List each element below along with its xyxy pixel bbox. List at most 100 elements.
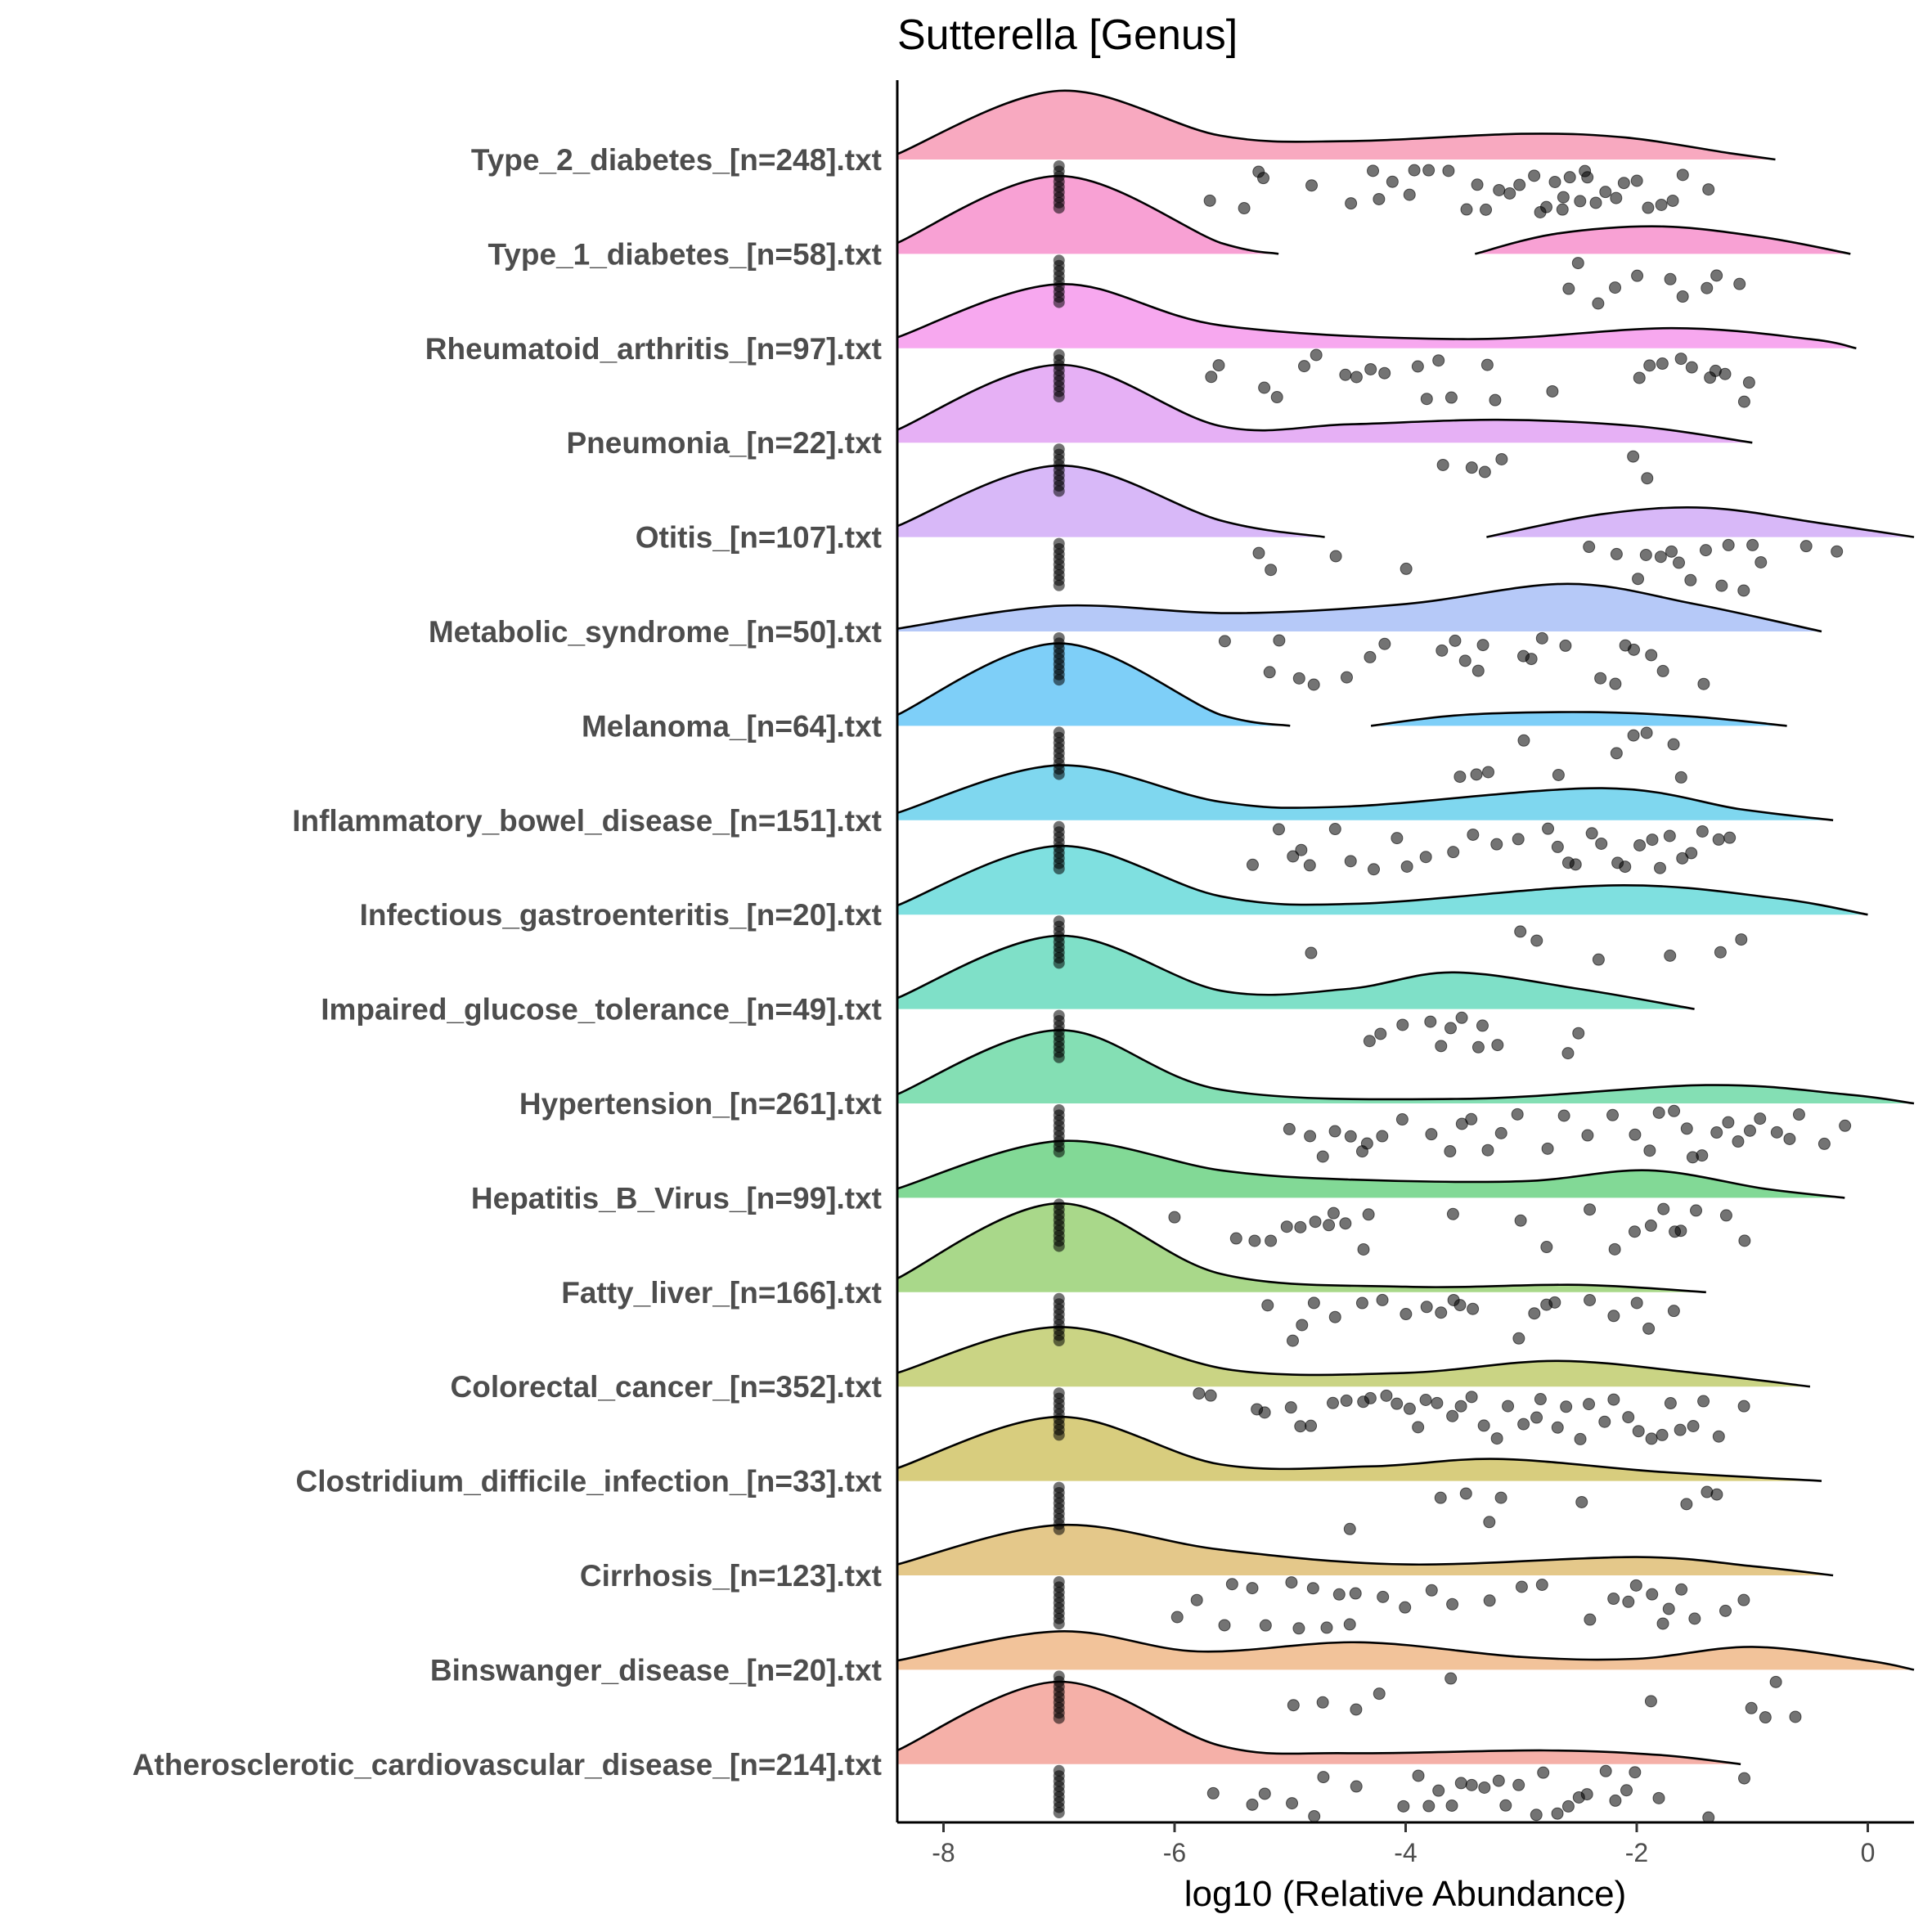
data-point <box>1528 169 1541 182</box>
data-point <box>1732 1135 1745 1148</box>
data-point <box>1477 1419 1490 1432</box>
data-point <box>1305 179 1319 192</box>
category-label: Hepatitis_B_Virus_[n=99].txt <box>471 1181 882 1215</box>
data-point <box>1540 1241 1553 1254</box>
data-point <box>1754 1112 1767 1126</box>
data-point <box>1490 838 1503 851</box>
data-point <box>1517 734 1530 747</box>
data-point <box>1581 1129 1594 1142</box>
data-point <box>1738 1234 1751 1247</box>
x-tick-label: -4 <box>1394 1838 1417 1867</box>
data-point <box>1607 1593 1620 1606</box>
data-point <box>1454 1400 1467 1413</box>
zero-point <box>1053 485 1065 497</box>
data-point <box>1467 828 1480 841</box>
data-point <box>1435 1040 1448 1053</box>
data-point <box>1471 1040 1485 1054</box>
data-point <box>1628 643 1640 656</box>
data-point <box>1662 1602 1675 1615</box>
data-point <box>1445 391 1458 404</box>
data-point <box>1273 634 1286 647</box>
data-point <box>1574 195 1587 208</box>
data-point <box>1560 1400 1573 1413</box>
data-point <box>1350 371 1363 384</box>
data-point <box>1362 1208 1375 1221</box>
data-point <box>1292 672 1305 685</box>
data-point <box>1265 1234 1278 1247</box>
data-point <box>1296 1319 1309 1332</box>
cloud-11 <box>896 1139 1845 1199</box>
data-point <box>1259 1619 1272 1632</box>
data-point <box>1425 1128 1438 1141</box>
data-point <box>1630 174 1643 187</box>
data-point <box>1286 1334 1299 1347</box>
zero-point <box>1053 202 1065 214</box>
data-point <box>1592 297 1605 310</box>
cloud-15 <box>896 1523 1834 1577</box>
data-point <box>1467 1302 1480 1315</box>
data-point <box>1645 649 1658 662</box>
density-area <box>897 643 1291 726</box>
density-area <box>897 1327 1810 1387</box>
data-point <box>1535 631 1548 645</box>
data-point <box>1644 1695 1657 1708</box>
data-point <box>1246 1582 1259 1595</box>
zero-point <box>1053 1240 1065 1252</box>
data-point <box>1345 197 1358 210</box>
data-point <box>1285 1576 1298 1589</box>
data-point <box>1572 1027 1585 1040</box>
density-area <box>897 1030 1914 1103</box>
data-point <box>1742 376 1755 389</box>
data-point <box>1424 1015 1437 1028</box>
data-point <box>1374 1027 1387 1040</box>
zero-point <box>1053 674 1065 686</box>
data-point <box>1304 1130 1317 1143</box>
data-point <box>1350 1703 1363 1716</box>
data-point <box>1646 1588 1659 1601</box>
data-point <box>1400 1308 1413 1321</box>
data-point <box>1656 1428 1669 1441</box>
data-point <box>1419 1393 1432 1406</box>
data-point <box>1673 556 1686 569</box>
data-point <box>1563 171 1576 184</box>
data-point <box>1569 858 1582 871</box>
data-point <box>1380 1389 1393 1402</box>
data-point <box>1491 1039 1504 1052</box>
data-point <box>1495 452 1508 465</box>
data-point <box>1629 1766 1642 1779</box>
data-point <box>1306 1582 1319 1595</box>
data-point <box>1696 1149 1709 1162</box>
data-point <box>1642 201 1655 214</box>
data-point <box>1246 858 1259 871</box>
data-point <box>1412 1769 1425 1782</box>
data-point <box>1308 1809 1321 1822</box>
data-point <box>1283 1122 1296 1135</box>
data-point <box>1364 362 1377 375</box>
data-point <box>1737 1772 1750 1785</box>
data-point <box>1652 1791 1665 1804</box>
data-point <box>1737 1400 1750 1413</box>
data-point <box>1755 555 1768 568</box>
zero-point <box>1053 1712 1065 1724</box>
data-point <box>1514 1214 1527 1227</box>
data-point <box>1632 1425 1645 1438</box>
data-point <box>1455 1011 1468 1024</box>
data-point <box>1548 1296 1561 1309</box>
data-point <box>1218 1619 1231 1632</box>
data-point <box>1629 1579 1642 1592</box>
data-point <box>1548 175 1561 188</box>
density-outline <box>896 642 1291 727</box>
data-point <box>1737 395 1750 408</box>
data-point <box>1511 1108 1524 1121</box>
density-outline <box>896 89 1776 161</box>
data-point <box>1453 1299 1467 1312</box>
data-point <box>1364 650 1377 663</box>
data-point <box>1609 677 1622 690</box>
data-point <box>1551 1421 1564 1434</box>
data-point <box>1770 1126 1783 1139</box>
zero-point <box>1053 1146 1065 1158</box>
density-area <box>897 1681 1741 1764</box>
zero-point <box>1053 391 1065 402</box>
data-point <box>1715 579 1728 592</box>
data-point <box>1735 933 1748 946</box>
